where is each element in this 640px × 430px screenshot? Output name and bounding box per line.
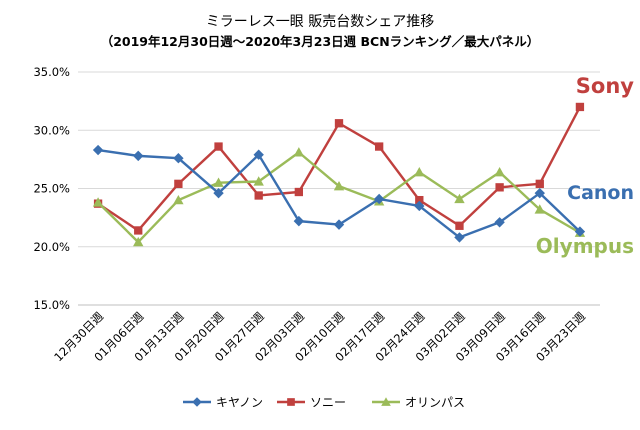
series-olympus: [92, 147, 586, 247]
data-point-square: [334, 119, 344, 128]
data-point-triangle: [414, 166, 425, 177]
data-point-triangle: [213, 177, 224, 187]
series-sony: [93, 102, 585, 235]
data-point-diamond: [574, 226, 586, 237]
data-point-triangle: [454, 193, 465, 204]
series-group: [92, 102, 586, 247]
data-point-triangle: [253, 176, 264, 186]
data-point-square: [254, 191, 263, 200]
data-point-triangle: [173, 194, 184, 205]
data-point-diamond: [192, 397, 202, 407]
legend-label: キヤノン: [216, 396, 263, 410]
data-point-diamond: [133, 150, 144, 162]
data-point-square: [294, 187, 304, 197]
data-point-diamond: [92, 144, 104, 156]
series-canon: [92, 144, 586, 243]
data-point-diamond: [253, 149, 264, 160]
series-end-label-olympus: Olympus: [536, 234, 634, 258]
data-point-square: [287, 398, 295, 406]
data-point-square: [134, 226, 143, 235]
data-point-square: [214, 142, 223, 151]
x-axis: 12月30日週01月06日週01月13日週01月20日週01月27日週02月03…: [51, 304, 600, 364]
data-point-triangle: [293, 147, 305, 157]
legend-label: オリンパス: [405, 396, 465, 410]
data-point-diamond: [373, 193, 385, 205]
data-point-square: [415, 195, 424, 205]
legend-item-canon: キヤノン: [183, 396, 263, 410]
chart-subtitle: （2019年12月30日週〜2020年3月23日週 BCNランキング／最大パネル…: [101, 34, 540, 49]
data-point-triangle: [534, 204, 545, 214]
data-point-diamond: [173, 153, 184, 164]
y-tick-label: 35.0%: [33, 65, 70, 79]
data-point-square: [535, 179, 544, 188]
data-point-triangle: [92, 197, 104, 207]
data-point-diamond: [414, 200, 425, 212]
chart-title: ミラーレス一眼 販売台数シェア推移: [206, 14, 434, 30]
data-point-square: [374, 142, 384, 151]
data-point-triangle: [133, 236, 144, 247]
data-point-triangle: [381, 397, 391, 406]
legend-label: ソニー: [310, 396, 346, 410]
y-tick-label: 15.0%: [33, 298, 70, 312]
data-point-diamond: [333, 219, 345, 230]
y-tick-label: 20.0%: [33, 240, 70, 254]
y-tick-label: 30.0%: [33, 123, 70, 137]
series-end-label-canon: Canon: [567, 182, 634, 204]
data-point-square: [495, 183, 504, 192]
data-point-diamond: [534, 187, 545, 199]
data-point-diamond: [293, 215, 305, 227]
data-point-diamond: [494, 217, 505, 228]
data-point-square: [575, 102, 585, 112]
end-labels: Sony Canon Olympus: [536, 74, 635, 258]
data-point-triangle: [494, 166, 505, 177]
legend: キヤノン ソニー オリンパス: [183, 396, 465, 410]
series-end-label-sony: Sony: [576, 74, 635, 98]
data-point-diamond: [213, 187, 224, 199]
data-point-square: [174, 179, 183, 188]
legend-item-sony: ソニー: [277, 396, 346, 410]
data-point-square: [455, 221, 464, 230]
data-point-diamond: [454, 232, 465, 243]
data-point-triangle: [333, 180, 345, 191]
legend-item-olympus: オリンパス: [372, 396, 465, 410]
y-axis: 15.0% 20.0% 25.0% 30.0% 35.0%: [33, 65, 70, 312]
y-tick-label: 25.0%: [33, 182, 70, 196]
